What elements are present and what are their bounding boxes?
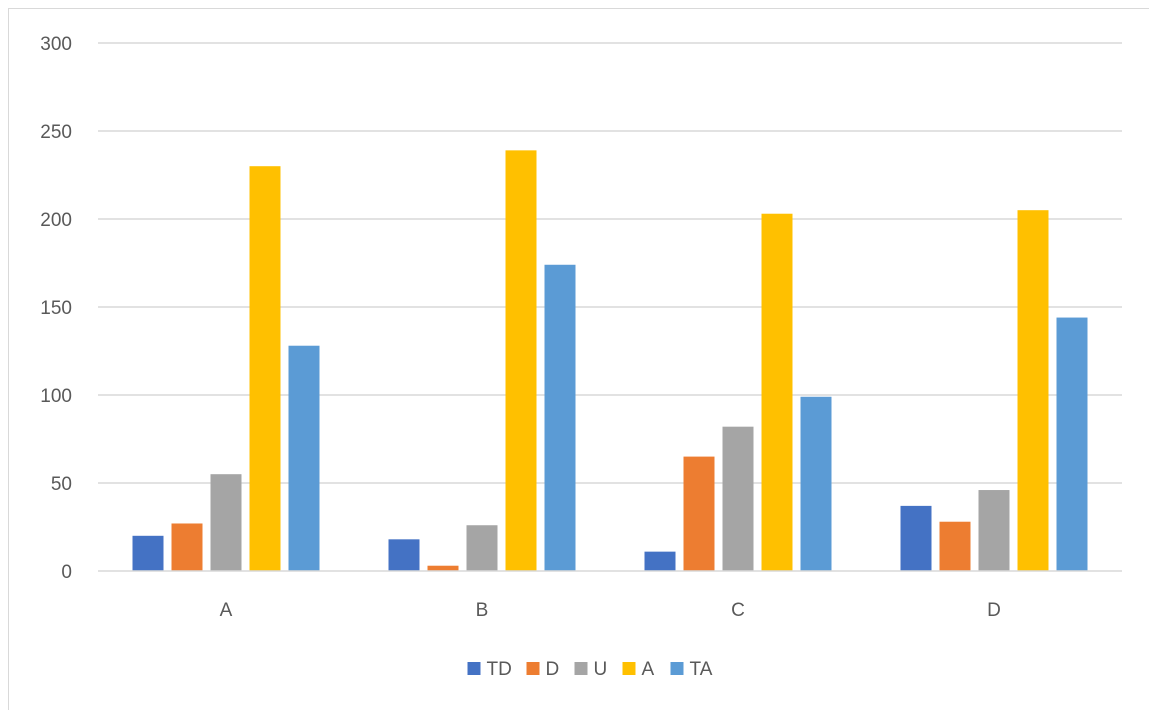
legend-item-d: D [526,659,560,680]
bar-td-a [132,535,164,571]
y-tick-label: 50 [51,474,72,495]
y-axis-ticks: 0 50 100 150 200 250 300 [40,34,72,583]
legend-label: U [594,659,608,680]
y-tick-label: 250 [40,122,72,143]
legend-swatch [467,662,481,675]
legend-label: TD [487,659,512,680]
legend-swatch [670,662,684,675]
bar-a-a [249,166,281,571]
bar-u-d [978,490,1010,571]
bar-d-c [683,456,715,571]
legend-item-ta: TA [670,659,713,680]
y-tick-label: 150 [40,298,72,319]
x-tick-label: D [987,600,1001,621]
legend-label: D [546,659,560,680]
legend-item-a: A [622,659,655,680]
bar-td-b [388,539,420,571]
legend-swatch [622,662,636,675]
y-tick-label: 200 [40,210,72,231]
bar-d-d [939,521,971,571]
y-tick-label: 300 [40,34,72,55]
legend-swatch [574,662,588,675]
bar-td-d [900,505,932,571]
x-tick-label: C [731,600,745,621]
bar-ta-c [800,396,832,571]
bars [132,150,1088,572]
bar-td-c [644,551,676,571]
bar-ta-d [1056,317,1088,571]
bar-a-b [505,150,537,572]
x-axis-ticks: A B C D [220,600,1001,621]
legend-item-u: U [574,659,608,680]
bar-ta-a [288,345,320,571]
x-tick-label: B [476,600,489,621]
bar-u-a [210,474,242,571]
legend-swatch [526,662,540,675]
bar-a-c [761,213,793,571]
bar-a-d [1017,210,1049,571]
bar-u-b [466,525,498,571]
bar-ta-b [544,264,576,571]
bar-u-c [722,426,754,571]
legend-label: A [642,659,655,680]
chart-frame [8,8,1149,710]
bar-d-b [427,565,459,571]
legend-label: TA [690,659,713,680]
y-tick-label: 0 [61,562,72,583]
x-tick-label: A [220,600,233,621]
legend-item-td: TD [467,659,512,680]
y-tick-label: 100 [40,386,72,407]
legend: TD D U A TA [467,659,713,680]
bar-d-a [171,523,203,571]
